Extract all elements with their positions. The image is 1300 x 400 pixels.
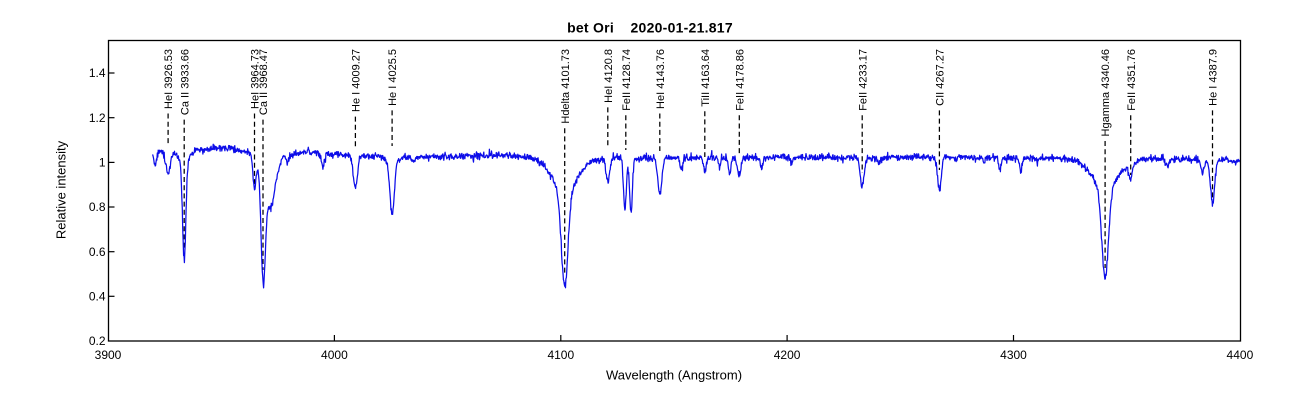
svg-text:4000: 4000	[321, 348, 348, 362]
svg-text:0.6: 0.6	[89, 245, 106, 259]
svg-text:0.8: 0.8	[89, 200, 106, 214]
svg-text:TiII 4163.64: TiII 4163.64	[700, 49, 712, 107]
svg-text:4200: 4200	[774, 348, 801, 362]
svg-text:FeII 4351.76: FeII 4351.76	[1126, 49, 1138, 111]
svg-text:0.4: 0.4	[89, 290, 106, 304]
svg-text:0.2: 0.2	[89, 334, 106, 348]
svg-text:He I 4025.5: He I 4025.5	[387, 49, 399, 106]
svg-text:Hdelta 4101.73: Hdelta 4101.73	[560, 49, 572, 124]
svg-text:4400: 4400	[1227, 348, 1254, 362]
svg-text:Hgamma 4340.46: Hgamma 4340.46	[1100, 49, 1112, 136]
svg-text:FeII 4178.86: FeII 4178.86	[734, 49, 746, 111]
svg-text:3900: 3900	[95, 348, 122, 362]
svg-text:He I 4009.27: He I 4009.27	[351, 49, 363, 112]
svg-text:FeII 4128.74: FeII 4128.74	[621, 49, 633, 111]
svg-text:CII 4267.27: CII 4267.27	[935, 49, 947, 106]
svg-text:Wavelength (Angstrom): Wavelength (Angstrom)	[606, 368, 742, 383]
svg-text:1: 1	[99, 156, 106, 170]
svg-text:Relative intensity: Relative intensity	[54, 140, 69, 239]
svg-text:HeI 4120.8: HeI 4120.8	[603, 49, 615, 103]
svg-text:1.2: 1.2	[89, 111, 106, 125]
svg-text:HeI 4143.76: HeI 4143.76	[655, 49, 667, 109]
svg-text:4300: 4300	[1000, 348, 1027, 362]
svg-text:Ca II 3933.66: Ca II 3933.66	[179, 49, 191, 115]
svg-text:He I 4387.9: He I 4387.9	[1208, 49, 1220, 106]
svg-text:FeII 4233.17: FeII 4233.17	[857, 49, 869, 111]
svg-text:Ca II 3968.47: Ca II 3968.47	[258, 49, 270, 115]
svg-text:HeI 3964.73: HeI 3964.73	[250, 49, 262, 109]
svg-text:1.4: 1.4	[89, 66, 106, 80]
svg-text:HeI 3926.53: HeI 3926.53	[163, 49, 175, 109]
svg-text:4100: 4100	[547, 348, 574, 362]
svg-text:bet Ori 2020-01-21.817: bet Ori 2020-01-21.817	[567, 19, 733, 35]
